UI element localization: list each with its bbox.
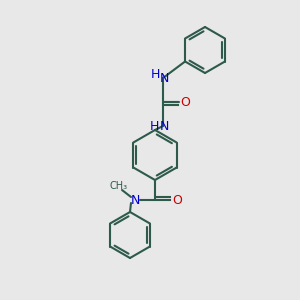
Text: O: O (172, 194, 182, 206)
Text: N: N (130, 194, 140, 206)
Text: O: O (180, 95, 190, 109)
Text: CH₃: CH₃ (110, 181, 128, 191)
Text: N: N (159, 119, 169, 133)
Text: H: H (150, 68, 160, 80)
Text: N: N (159, 71, 169, 85)
Text: H: H (149, 119, 159, 133)
